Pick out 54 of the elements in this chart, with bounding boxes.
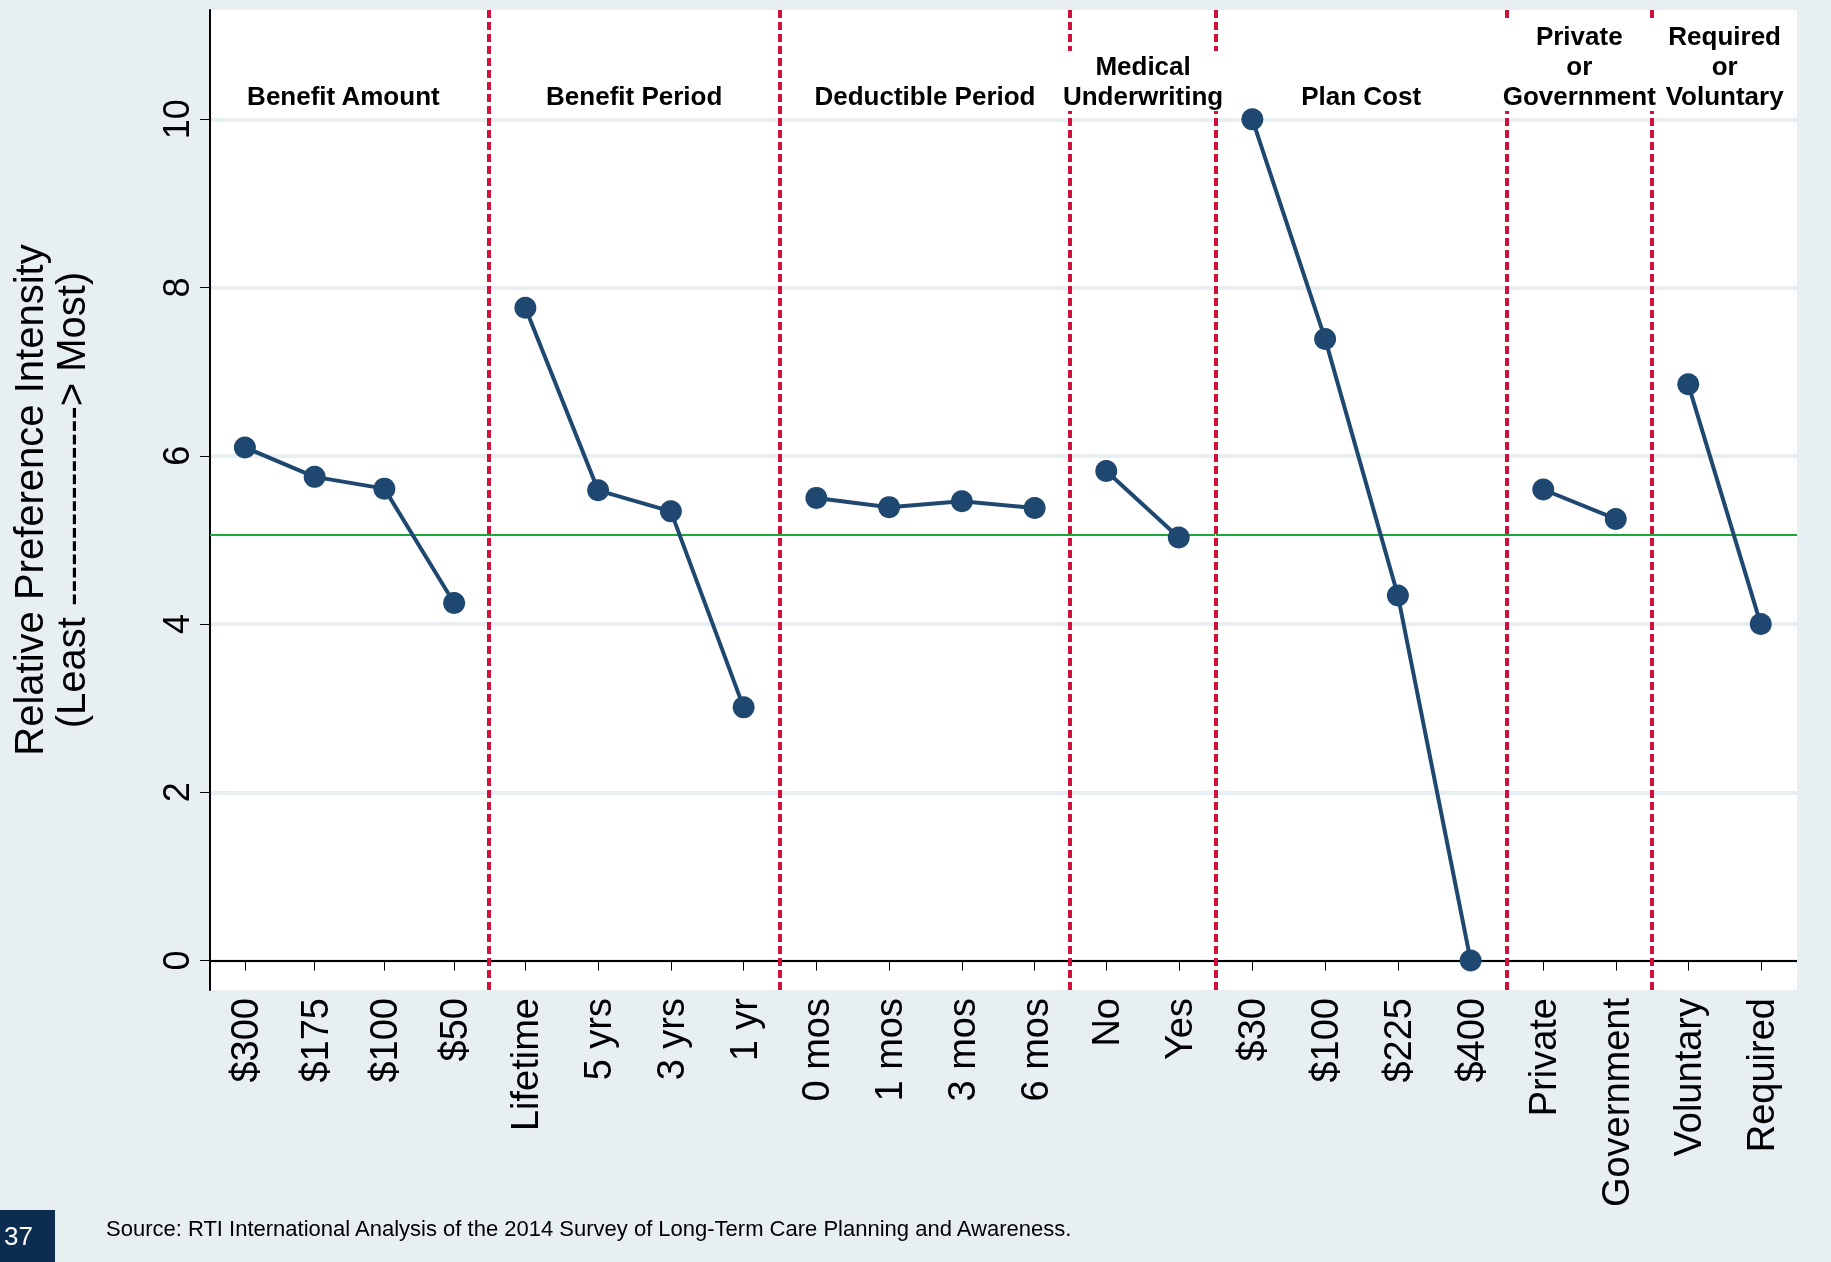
- x-tick-label: Lifetime: [504, 998, 547, 1132]
- x-tick-label: $50: [433, 998, 476, 1062]
- x-tick-label: 1 mos: [867, 998, 910, 1102]
- x-tick-label: $400: [1449, 998, 1492, 1083]
- point: [586, 479, 609, 502]
- point: [233, 436, 256, 459]
- x-tick-label: 6 mos: [1013, 998, 1056, 1102]
- x-tick-label: 3 yrs: [649, 998, 692, 1081]
- x-tick-label: No: [1085, 998, 1128, 1047]
- text: Private or Government: [1502, 21, 1656, 112]
- x-tick-label: $300: [223, 998, 266, 1083]
- text: Plan Cost: [1301, 81, 1422, 112]
- y-tick-label: 4: [155, 614, 197, 635]
- point: [1023, 497, 1046, 519]
- text: Required or Voluntary: [1665, 21, 1784, 112]
- x-tick-label: $175: [293, 998, 336, 1083]
- x-tick-label: Government: [1594, 997, 1637, 1208]
- point: [443, 592, 466, 615]
- y-tick-label: 6: [155, 445, 197, 466]
- point: [950, 490, 973, 513]
- text: 37: [0, 1210, 55, 1262]
- x-tick-label: $100: [1303, 998, 1346, 1083]
- y-tick-label: 2: [155, 782, 197, 803]
- x-tick-label: $30: [1231, 998, 1274, 1062]
- point: [514, 296, 537, 319]
- x-tick-label: Private: [1521, 998, 1564, 1117]
- x-tick-label: 1 yr: [722, 997, 765, 1062]
- point: [1459, 949, 1482, 972]
- text: Benefit Amount: [247, 81, 440, 112]
- point: [1241, 108, 1264, 131]
- point: [303, 465, 326, 488]
- point: [877, 496, 900, 519]
- y-tick-label: 10: [155, 99, 197, 140]
- x-tick-label: 3 mos: [940, 998, 983, 1102]
- point: [804, 486, 827, 509]
- text: Deductible Period: [814, 81, 1036, 112]
- x-tick-label: Voluntary: [1667, 998, 1710, 1157]
- x-tick-label: $225: [1376, 998, 1419, 1083]
- point: [659, 500, 682, 523]
- text: Benefit Period: [546, 81, 723, 112]
- text: Medical Underwriting: [1062, 51, 1224, 112]
- point: [1386, 584, 1409, 607]
- point: [1313, 327, 1336, 350]
- point: [732, 696, 755, 719]
- point: [373, 477, 396, 500]
- y-axis-title: Relative Preference Intensity (Least ---------------> Most): [7, 244, 93, 756]
- y-tick-label: 0: [155, 950, 197, 971]
- x-tick-label: 5 yrs: [576, 998, 619, 1081]
- source-note: Source: RTI International Analysis of the 2014 Survey of Long-Term Care Planning and Awareness.: [106, 1216, 1072, 1242]
- x-tick-label: Yes: [1158, 998, 1201, 1060]
- x-tick-label: Required: [1739, 998, 1782, 1153]
- y-tick-label: 8: [155, 277, 197, 298]
- x-tick-label: $100: [363, 998, 406, 1083]
- x-tick-label: 0 mos: [794, 998, 837, 1102]
